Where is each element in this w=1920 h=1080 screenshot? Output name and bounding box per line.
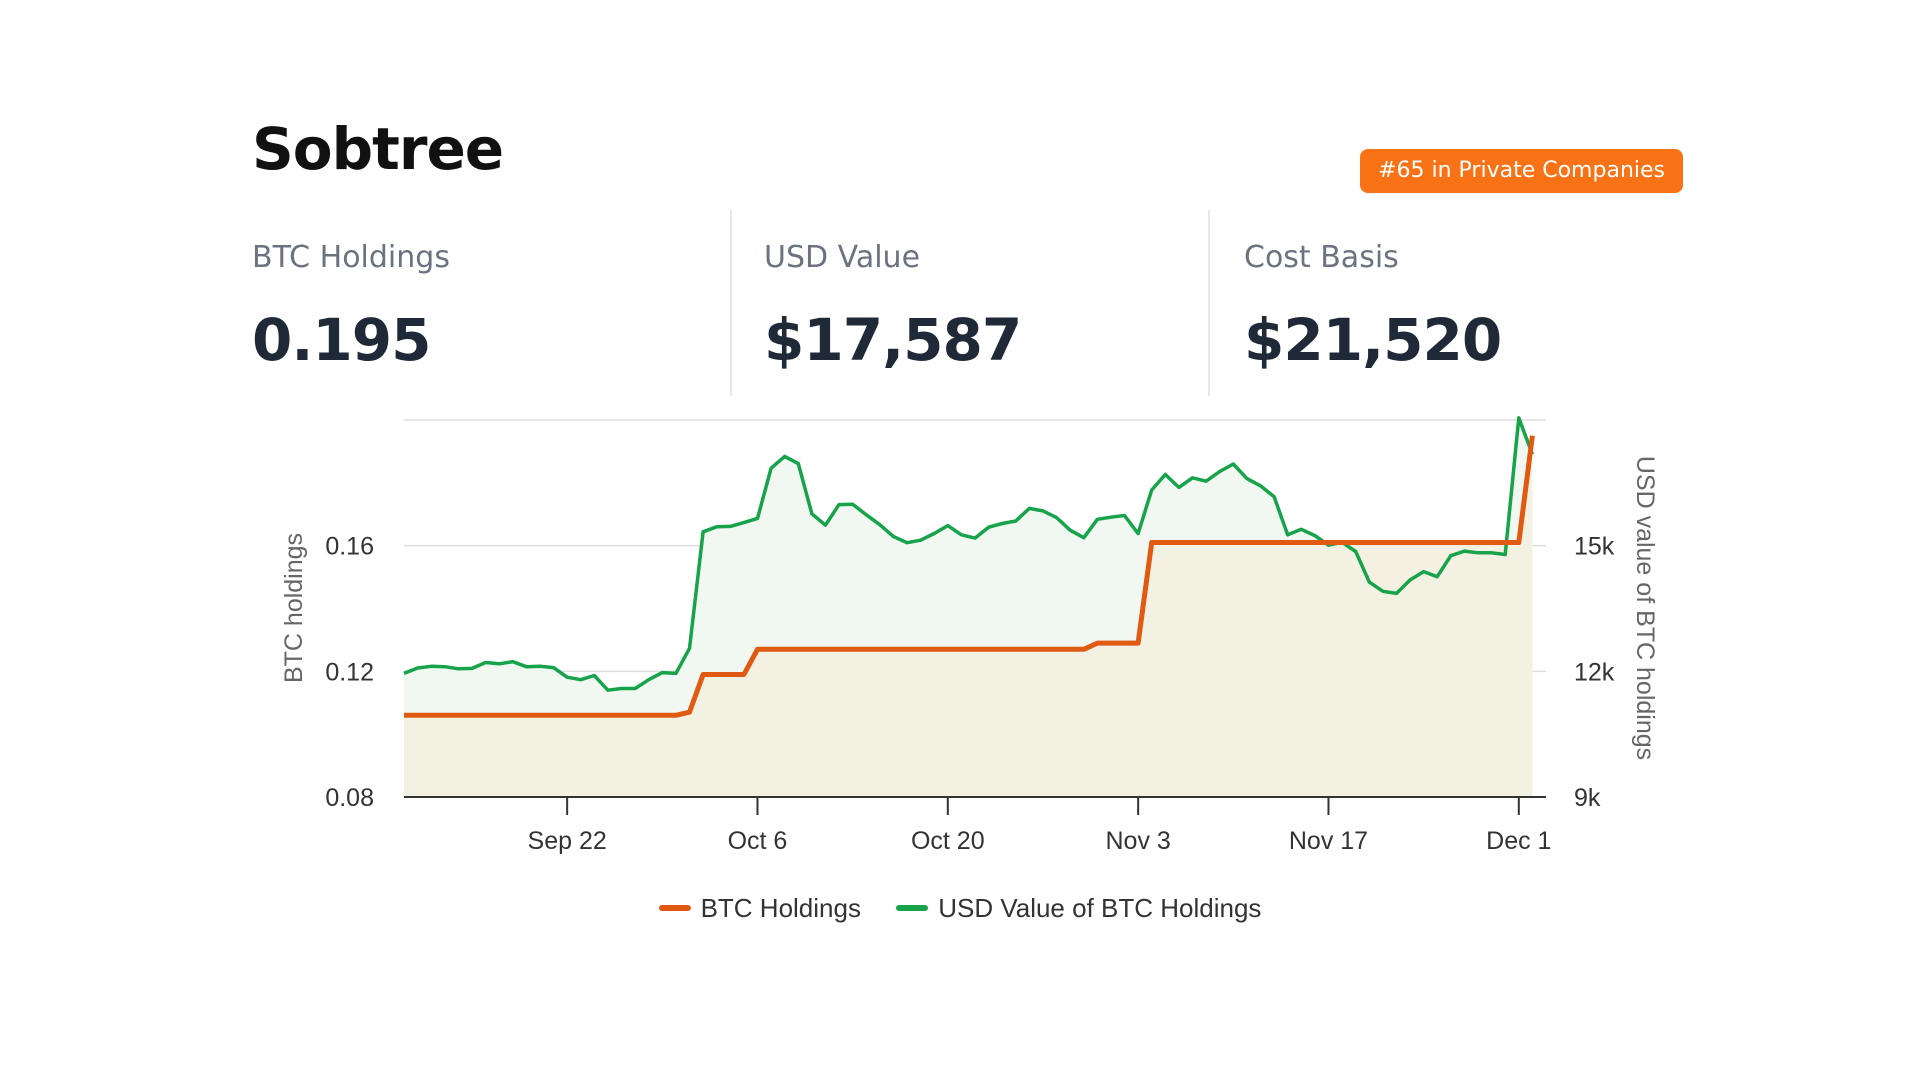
legend-item-btc[interactable]: BTC Holdings bbox=[658, 893, 861, 924]
x-tick-label: Oct 6 bbox=[728, 827, 788, 855]
legend-swatch-btc bbox=[658, 905, 691, 912]
stats-row: BTC Holdings 0.195 USD Value $17,587 Cos… bbox=[252, 210, 1684, 396]
y-tick-label: 0.16 bbox=[325, 533, 374, 561]
stat-value: $21,520 bbox=[1244, 306, 1502, 374]
y-tick-label: 0.08 bbox=[325, 784, 374, 812]
y2-tick-label: 15k bbox=[1574, 533, 1615, 561]
x-tick-label: Dec 1 bbox=[1486, 827, 1551, 855]
stat-value: $17,587 bbox=[764, 306, 1022, 374]
stat-btc-holdings: BTC Holdings 0.195 bbox=[252, 210, 722, 396]
stat-cost-basis: Cost Basis $21,520 bbox=[1208, 210, 1686, 396]
y-axis-title: BTC holdings bbox=[280, 533, 308, 683]
legend-label-usd: USD Value of BTC Holdings bbox=[938, 893, 1262, 923]
x-tick-label: Nov 17 bbox=[1289, 827, 1368, 855]
rank-badge[interactable]: #65 in Private Companies bbox=[1360, 149, 1683, 193]
x-tick-label: Oct 20 bbox=[911, 827, 985, 855]
company-name: Sobtree bbox=[252, 115, 504, 183]
stat-label: BTC Holdings bbox=[252, 240, 450, 275]
y2-tick-label: 9k bbox=[1574, 784, 1601, 812]
stat-usd-value: USD Value $17,587 bbox=[730, 210, 1208, 396]
y2-axis-title: USD value of BTC holdings bbox=[1631, 456, 1659, 760]
x-tick-label: Nov 3 bbox=[1105, 827, 1170, 855]
y2-tick-label: 12k bbox=[1574, 658, 1615, 686]
y-tick-label: 0.12 bbox=[325, 658, 374, 686]
btc-holdings-area bbox=[404, 435, 1533, 797]
legend-swatch-usd bbox=[896, 905, 929, 912]
x-tick-label: Sep 22 bbox=[528, 827, 607, 855]
stat-label: Cost Basis bbox=[1244, 240, 1399, 275]
stat-label: USD Value bbox=[764, 240, 921, 275]
legend-label-btc: BTC Holdings bbox=[700, 893, 861, 923]
legend-item-usd[interactable]: USD Value of BTC Holdings bbox=[896, 893, 1261, 924]
chart-legend: BTC Holdings USD Value of BTC Holdings bbox=[0, 893, 1920, 924]
stat-value: 0.195 bbox=[252, 306, 431, 374]
btc-holdings-line bbox=[404, 435, 1535, 718]
